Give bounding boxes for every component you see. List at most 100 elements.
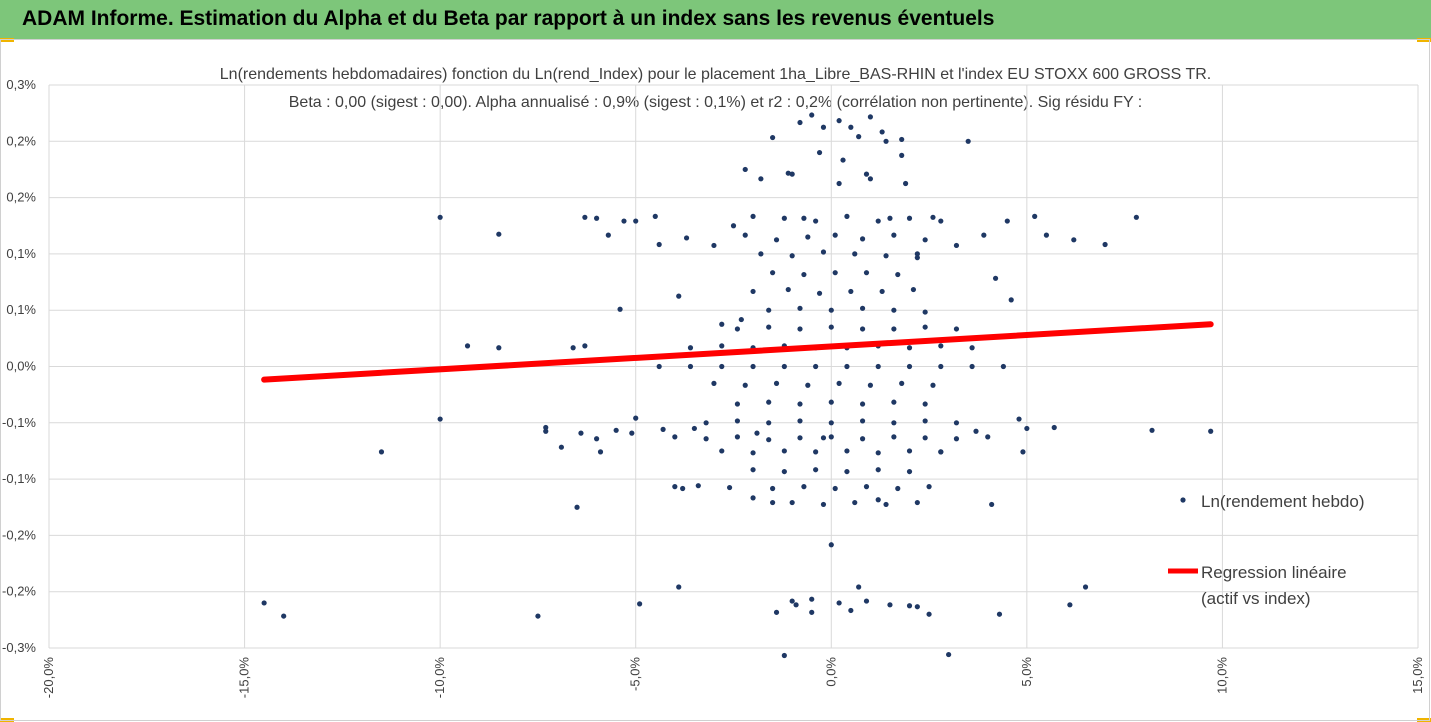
data-point <box>922 324 928 330</box>
data-point <box>899 136 905 143</box>
data-point <box>683 235 690 241</box>
data-point <box>797 305 803 311</box>
data-point <box>652 213 658 219</box>
data-point <box>859 401 866 407</box>
data-point <box>809 112 815 118</box>
data-point <box>836 118 842 124</box>
data-point <box>750 363 756 370</box>
data-point <box>895 271 901 278</box>
corner-marker-top-left <box>0 38 14 42</box>
data-point <box>922 401 928 407</box>
data-point <box>836 600 842 606</box>
data-point <box>1051 424 1057 431</box>
y-axis-tick-labels: 0,3% 0,2% 0,2% 0,1% 0,1% 0,0% -0,1% -0,1% -0,2% -… <box>2 77 36 655</box>
x-tick-label: -10,0% <box>432 657 447 699</box>
data-point <box>965 138 971 144</box>
data-point <box>859 236 866 242</box>
data-point <box>597 449 604 455</box>
data-point <box>750 288 756 295</box>
data-point <box>906 448 913 454</box>
data-point <box>844 448 850 454</box>
data-point <box>875 467 881 473</box>
data-point <box>594 436 600 442</box>
data-point <box>629 430 635 436</box>
x-tick-label: -5,0% <box>628 657 643 691</box>
regression-line <box>261 321 1214 383</box>
data-point <box>914 255 920 261</box>
data-point <box>922 418 928 424</box>
data-point <box>816 149 823 156</box>
data-point <box>1102 241 1108 248</box>
data-point <box>985 434 991 440</box>
data-point <box>938 363 944 370</box>
data-point <box>558 444 564 450</box>
data-point <box>953 326 960 332</box>
data-point <box>809 596 815 602</box>
data-point <box>726 484 733 491</box>
data-point <box>805 234 811 240</box>
data-point <box>914 251 920 257</box>
data-point <box>789 598 795 604</box>
data-point <box>750 450 756 456</box>
data-point <box>758 251 764 257</box>
legend-label-regression-line2: (actif vs index) <box>1201 589 1311 608</box>
data-point <box>856 134 862 140</box>
data-point <box>750 495 756 501</box>
data-point <box>781 363 787 370</box>
data-point <box>883 253 889 259</box>
data-point <box>809 609 815 615</box>
data-point <box>863 484 870 490</box>
data-point <box>891 307 897 313</box>
data-point <box>859 305 866 311</box>
data-point <box>719 321 725 327</box>
data-point <box>719 343 725 349</box>
data-point <box>734 434 741 440</box>
data-point <box>906 345 913 351</box>
data-point <box>844 213 850 219</box>
data-point <box>1082 584 1089 590</box>
data-point <box>734 326 741 332</box>
gridlines <box>48 84 1419 649</box>
x-tick-label: -20,0% <box>41 657 56 699</box>
data-point <box>1133 214 1139 220</box>
data-point <box>848 288 854 295</box>
data-point <box>816 290 823 296</box>
data-point <box>496 345 502 351</box>
corner-marker-top-right <box>1417 38 1431 42</box>
data-point <box>930 214 936 220</box>
data-point <box>578 430 584 436</box>
legend-item-regression: Regression linéaire (actif vs index) <box>1201 560 1347 612</box>
data-point <box>797 119 803 126</box>
data-point <box>781 448 787 454</box>
x-axis-tick-labels: -20,0% -15,0% -10,0% -5,0% 0,0% 5,0% 10,0% 15,0… <box>41 657 1425 699</box>
data-point <box>672 484 678 490</box>
data-point <box>832 232 838 238</box>
data-point <box>875 363 881 370</box>
data-point <box>926 611 932 617</box>
data-point <box>875 450 881 456</box>
data-point <box>801 215 807 221</box>
data-point <box>719 448 725 454</box>
y-tick-label: -0,2% <box>2 527 36 542</box>
data-point <box>766 307 772 313</box>
data-point <box>797 401 803 407</box>
data-point <box>742 166 748 173</box>
data-point <box>867 176 874 182</box>
data-point <box>926 484 932 490</box>
data-point <box>820 124 827 130</box>
data-point <box>863 598 870 604</box>
data-point <box>1000 363 1006 370</box>
data-point <box>754 430 760 436</box>
data-point <box>867 382 874 388</box>
data-point <box>781 468 787 475</box>
data-point <box>789 171 795 177</box>
data-point <box>781 652 787 659</box>
data-point <box>832 485 838 492</box>
data-point <box>773 380 780 386</box>
data-point <box>605 232 611 238</box>
data-point <box>899 380 905 386</box>
data-point <box>574 504 580 510</box>
data-point <box>914 604 920 610</box>
data-point <box>875 497 881 503</box>
legend-label-scatter: Ln(rendement hebdo) <box>1201 492 1365 511</box>
